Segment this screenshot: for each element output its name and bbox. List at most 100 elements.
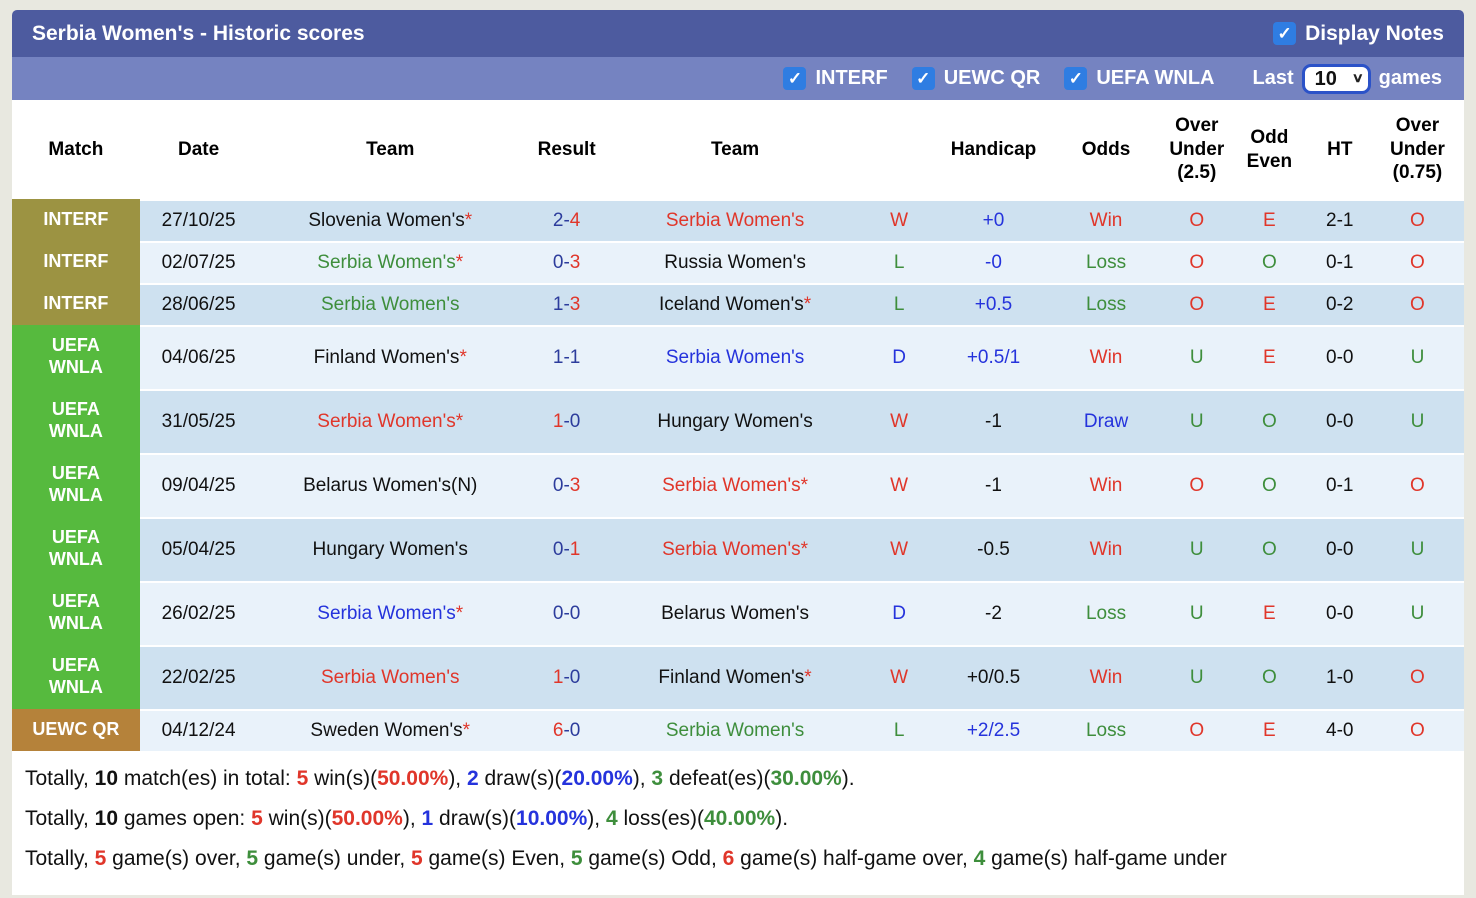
home-score: 1 [552, 667, 564, 688]
away-team-cell: Iceland Women's * [610, 283, 860, 325]
handicap-cell: +0.5 [938, 283, 1049, 325]
summary-segment: match(es) in total: [118, 767, 297, 790]
team-name[interactable]: Hungary Women's [312, 539, 468, 560]
summary-footer: Totally, 10 match(es) in total: 5 win(s)… [12, 751, 1464, 895]
team-name[interactable]: Slovenia Women's [308, 210, 465, 231]
star-marker: * [455, 603, 464, 624]
odd-even-cell: O [1230, 645, 1309, 709]
score-separator: - [563, 347, 570, 368]
score-separator: - [563, 667, 570, 688]
handicap-cell: -0.5 [938, 517, 1049, 581]
uewc-qr-checkbox[interactable]: ✓ [911, 67, 935, 90]
competition-badge: INTERF [12, 241, 140, 283]
home-team-cell: Sweden Women's * [257, 709, 524, 751]
odds-value: Loss [1085, 252, 1127, 273]
team-name[interactable]: Serbia Women's [317, 411, 456, 432]
filter-item-interf: ✓ INTERF [783, 67, 888, 90]
team-name[interactable]: Finland Women's [658, 667, 805, 688]
odd-even-value: O [1261, 411, 1277, 432]
handicap-value: +0 [982, 210, 1005, 231]
home-score: 2 [552, 210, 564, 231]
result-cell: 2-4 [523, 199, 611, 241]
uefa-wnla-label: UEFA WNLA [1096, 67, 1215, 89]
team-name[interactable]: Iceland Women's [658, 294, 804, 315]
summary-segment: ), [587, 807, 606, 830]
summary-line: Totally, 10 match(es) in total: 5 win(s)… [25, 759, 1440, 799]
team-name[interactable]: Serbia Women's [317, 603, 456, 624]
odd-even-cell: O [1230, 389, 1309, 453]
odds-value: Win [1089, 667, 1123, 688]
team-name[interactable]: Finland Women's [313, 347, 460, 368]
date-value: 28/06/25 [161, 294, 236, 315]
over-under-25-cell: U [1163, 325, 1231, 389]
date-value: 04/12/24 [161, 720, 236, 741]
odds-cell: Win [1048, 517, 1164, 581]
column-header: Over Under (0.75) [1370, 111, 1464, 188]
competition-badge: UEFA WNLA [12, 517, 140, 581]
odd-even-value: E [1263, 603, 1276, 624]
team-name[interactable]: Hungary Women's [657, 411, 813, 432]
summary-segment: 2 [466, 767, 479, 790]
date-cell: 28/06/25 [139, 283, 258, 325]
ht-value: 0-0 [1326, 347, 1354, 368]
display-notes-checkbox[interactable]: ✓ [1273, 22, 1297, 45]
ht-value: 1-0 [1326, 667, 1354, 688]
uefa-wnla-checkbox[interactable]: ✓ [1064, 67, 1088, 90]
summary-segment: games open: [118, 807, 252, 830]
odd-even-cell: E [1230, 283, 1309, 325]
home-score: 0 [552, 475, 564, 496]
ht-cell: 0-0 [1308, 517, 1371, 581]
away-score: 1 [569, 539, 581, 560]
page-title: Serbia Women's - Historic scores [32, 21, 365, 45]
team-name[interactable]: Serbia Women's [321, 294, 460, 315]
team-name[interactable]: Serbia Women's [317, 252, 456, 273]
table-row: UEWC QR 04/12/24 Sweden Women's * 6-0 Serbia … [12, 709, 1464, 751]
team-name[interactable]: Belarus Women's [661, 603, 810, 624]
home-team-cell: Serbia Women's * [257, 241, 524, 283]
team-name[interactable]: Sweden Women's [310, 720, 463, 741]
team-name[interactable]: Serbia Women's [665, 720, 805, 741]
away-team-cell: Hungary Women's [610, 389, 860, 453]
home-score: 1 [552, 411, 564, 432]
team-name[interactable]: Russia Women's [664, 252, 806, 273]
star-marker: * [800, 475, 808, 496]
uewc-qr-label: UEWC QR [943, 67, 1041, 89]
away-score: 0 [569, 667, 581, 688]
away-team-cell: Serbia Women's * [610, 453, 860, 517]
odd-even-value: O [1261, 667, 1277, 688]
odd-even-cell: O [1230, 241, 1309, 283]
team-name[interactable]: Serbia Women's [665, 210, 805, 231]
over-under-25-cell: U [1163, 517, 1231, 581]
team-name[interactable]: Serbia Women's [665, 347, 805, 368]
summary-segment: 5 [410, 847, 423, 870]
summary-segment: Totally, [25, 767, 95, 790]
score-separator: - [563, 603, 570, 624]
over-under-25-value: U [1189, 667, 1204, 688]
wld-cell: L [859, 283, 939, 325]
away-team-cell: Finland Women's * [610, 645, 860, 709]
last-games-select[interactable]: 10 [1301, 63, 1371, 94]
team-name[interactable]: Serbia Women's [321, 667, 460, 688]
display-notes-label: Display Notes [1305, 21, 1444, 45]
interf-checkbox[interactable]: ✓ [783, 67, 807, 90]
odd-even-value: O [1261, 252, 1277, 273]
team-name[interactable]: Belarus Women's(N) [303, 475, 478, 496]
over-under-075-cell: O [1370, 709, 1464, 751]
ht-cell: 2-1 [1308, 199, 1371, 241]
away-score: 1 [569, 347, 581, 368]
over-under-25-value: O [1189, 210, 1205, 231]
summary-segment: game(s) half-game under [985, 847, 1227, 870]
team-name[interactable]: Serbia Women's [662, 539, 801, 560]
date-cell: 04/06/25 [139, 325, 258, 389]
team-name[interactable]: Serbia Women's [662, 475, 801, 496]
away-score: 3 [569, 252, 581, 273]
odd-even-cell: O [1230, 517, 1309, 581]
star-marker: * [459, 347, 467, 368]
handicap-cell: +2/2.5 [938, 709, 1049, 751]
wld-value: L [893, 720, 905, 741]
over-under-075-cell: U [1370, 325, 1464, 389]
title-bar: Serbia Women's - Historic scores ✓ Displ… [12, 10, 1464, 57]
table-row: UEFA WNLA 31/05/25 Serbia Women's * 1-0 Hunga… [12, 389, 1464, 453]
handicap-cell: -0 [938, 241, 1049, 283]
ht-value: 0-1 [1326, 252, 1354, 273]
